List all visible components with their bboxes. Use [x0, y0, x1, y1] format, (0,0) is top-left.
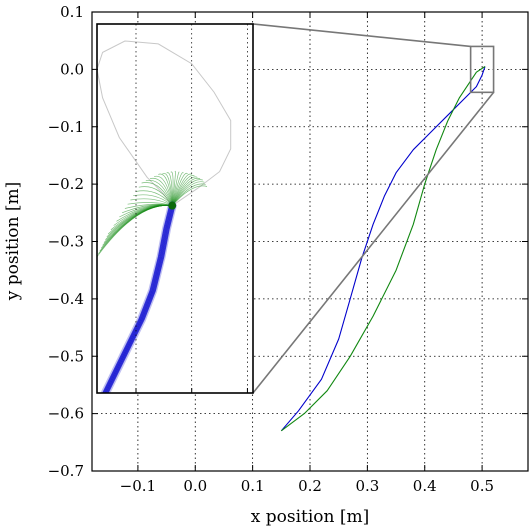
inset-green-trial — [158, 173, 173, 206]
y-tick-label: 0.1 — [60, 3, 84, 21]
inset-green-trial — [141, 182, 173, 206]
inset-blue-trial — [107, 205, 176, 393]
zoom-connector-top — [252, 23, 471, 48]
inset-start-point — [168, 201, 177, 210]
x-tick-label: 0.1 — [241, 477, 265, 495]
inset-plot-area — [97, 40, 232, 393]
inset-green-trial — [138, 186, 173, 206]
x-ticks: −0.1 0.0 0.1 0.2 0.3 0.4 0.5 — [120, 12, 494, 495]
y-tick-label: −0.1 — [48, 118, 84, 136]
inset-blue-trial — [105, 205, 175, 393]
inset-green-trial — [153, 175, 173, 206]
y-ticks: 0.1 0.0 −0.1 −0.2 −0.3 −0.4 −0.5 −0.6 −0.7 — [48, 3, 528, 480]
inset-blue-trial — [104, 205, 173, 393]
y-tick-label: −0.4 — [48, 290, 84, 308]
y-tick-label: −0.7 — [48, 462, 84, 480]
y-tick-label: 0.0 — [60, 60, 84, 78]
inset-frame — [96, 23, 254, 394]
inset-panel — [96, 23, 254, 394]
zoom-connectors — [252, 23, 495, 394]
y-tick-label: −0.5 — [48, 347, 84, 365]
inset-green-trial — [166, 172, 173, 206]
inset-blue-trial — [102, 205, 171, 393]
x-tick-label: 0.3 — [355, 477, 379, 495]
inset-green-trial — [149, 177, 173, 206]
zoom-connector-bottom — [252, 91, 495, 394]
inset-green-trial — [171, 170, 176, 206]
inset-green-trial — [145, 179, 173, 206]
y-tick-label: −0.2 — [48, 175, 84, 193]
y-tick-label: −0.6 — [48, 405, 84, 423]
x-tick-label: −0.1 — [120, 477, 156, 495]
y-axis-label: y position [m] — [3, 182, 23, 302]
x-tick-label: 0.2 — [298, 477, 322, 495]
inset-green-trial — [162, 172, 173, 206]
inset-blue-trial — [103, 205, 172, 393]
zoom-box — [469, 45, 495, 94]
x-axis-label: x position [m] — [251, 507, 370, 527]
x-tick-label: 0.5 — [470, 477, 494, 495]
x-tick-label: 0.4 — [413, 477, 437, 495]
inset-green-trial — [171, 171, 180, 206]
inset-green-trial — [171, 185, 208, 206]
y-tick-label: −0.3 — [48, 233, 84, 251]
x-tick-label: 0.0 — [183, 477, 207, 495]
series-line-green — [280, 66, 486, 432]
inset-faint-loop — [97, 40, 232, 207]
